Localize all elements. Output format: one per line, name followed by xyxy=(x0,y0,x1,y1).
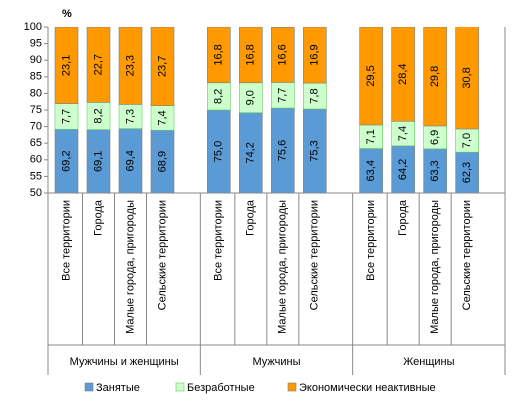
bar-segment xyxy=(359,27,383,126)
x-tick-label: Все территории xyxy=(365,200,377,281)
y-tick-label: 60 xyxy=(30,154,42,166)
value-label: 69,1 xyxy=(92,151,104,172)
value-label: 16,8 xyxy=(213,44,225,65)
value-label: 23,1 xyxy=(60,55,72,76)
value-label: 75,3 xyxy=(309,140,321,161)
y-tick-label: 95 xyxy=(30,38,42,50)
value-label: 6,9 xyxy=(429,130,441,145)
value-label: 69,4 xyxy=(124,150,136,171)
y-tick-label: 90 xyxy=(30,54,42,66)
legend-label: Безработные xyxy=(187,382,255,394)
value-label: 68,9 xyxy=(156,151,168,172)
bar-segment xyxy=(118,27,143,105)
x-tick-label: Сельские территории xyxy=(309,200,321,310)
legend-label: Занятые xyxy=(96,382,140,394)
value-label: 64,2 xyxy=(397,159,409,180)
group-label: Женщины xyxy=(403,356,454,368)
x-tick-label: Сельские территории xyxy=(156,200,168,310)
value-label: 28,4 xyxy=(397,63,409,84)
value-label: 69,2 xyxy=(60,150,72,171)
value-label: 75,0 xyxy=(213,141,225,162)
value-label: 29,8 xyxy=(429,66,441,87)
value-label: 7,8 xyxy=(309,88,321,103)
x-tick-label: Все территории xyxy=(60,200,72,281)
value-label: 9,0 xyxy=(245,90,257,105)
legend-swatch xyxy=(84,382,94,392)
value-label: 30,8 xyxy=(461,67,473,88)
legend-label: Экономически неактивные xyxy=(299,382,436,394)
value-label: 7,7 xyxy=(60,109,72,124)
x-tick-label: Города xyxy=(245,199,257,236)
legend-swatch xyxy=(287,382,297,392)
legend-swatch xyxy=(175,382,185,392)
y-tick-label: 80 xyxy=(30,87,42,99)
value-label: 16,9 xyxy=(309,44,321,65)
x-tick-label: Малые города, пригороды xyxy=(124,200,136,334)
bar-segment xyxy=(207,27,231,84)
y-tick-label: 75 xyxy=(30,104,42,116)
unit-label: % xyxy=(62,8,72,20)
group-label: Мужчины и женщины xyxy=(70,356,179,368)
value-label: 23,3 xyxy=(124,55,136,76)
value-label: 74,2 xyxy=(245,142,257,163)
y-tick-label: 85 xyxy=(30,71,42,83)
value-label: 62,3 xyxy=(461,162,473,183)
value-label: 29,5 xyxy=(365,65,377,86)
value-label: 8,2 xyxy=(213,89,225,104)
value-label: 22,7 xyxy=(92,54,104,75)
bar-segment xyxy=(303,27,327,84)
value-label: 7,4 xyxy=(156,110,168,125)
bar-segment xyxy=(455,27,479,130)
x-tick-label: Города xyxy=(397,199,409,236)
value-label: 63,4 xyxy=(365,160,377,181)
x-tick-label: Малые города, пригороды xyxy=(277,200,289,334)
value-label: 16,8 xyxy=(245,44,257,65)
bar-segment xyxy=(423,27,447,127)
x-tick-label: Все территории xyxy=(213,200,225,281)
y-tick-label: 55 xyxy=(30,170,42,182)
bar-segment xyxy=(391,27,415,122)
value-label: 63,3 xyxy=(429,160,441,181)
value-label: 23,7 xyxy=(156,56,168,77)
value-label: 7,3 xyxy=(124,109,136,124)
y-tick-label: 65 xyxy=(30,137,42,149)
value-label: 75,6 xyxy=(277,140,289,161)
group-label: Мужчины xyxy=(252,356,300,368)
bar-segment xyxy=(150,27,175,106)
y-tick-label: 70 xyxy=(30,121,42,133)
bar-segment xyxy=(86,27,111,103)
x-tick-label: Города xyxy=(92,199,104,236)
bar-segment xyxy=(239,27,263,84)
value-label: 7,1 xyxy=(365,129,377,144)
value-label: 7,7 xyxy=(277,88,289,103)
value-label: 16,6 xyxy=(277,44,289,65)
bar-segment xyxy=(54,27,79,104)
value-label: 8,2 xyxy=(92,108,104,123)
bar-segment xyxy=(271,27,295,83)
y-tick-label: 100 xyxy=(24,21,42,33)
x-tick-label: Сельские территории xyxy=(461,200,473,310)
value-label: 7,0 xyxy=(461,133,473,148)
x-tick-label: Малые города, пригороды xyxy=(429,200,441,334)
value-label: 7,4 xyxy=(397,126,409,141)
y-tick-label: 50 xyxy=(30,187,42,199)
